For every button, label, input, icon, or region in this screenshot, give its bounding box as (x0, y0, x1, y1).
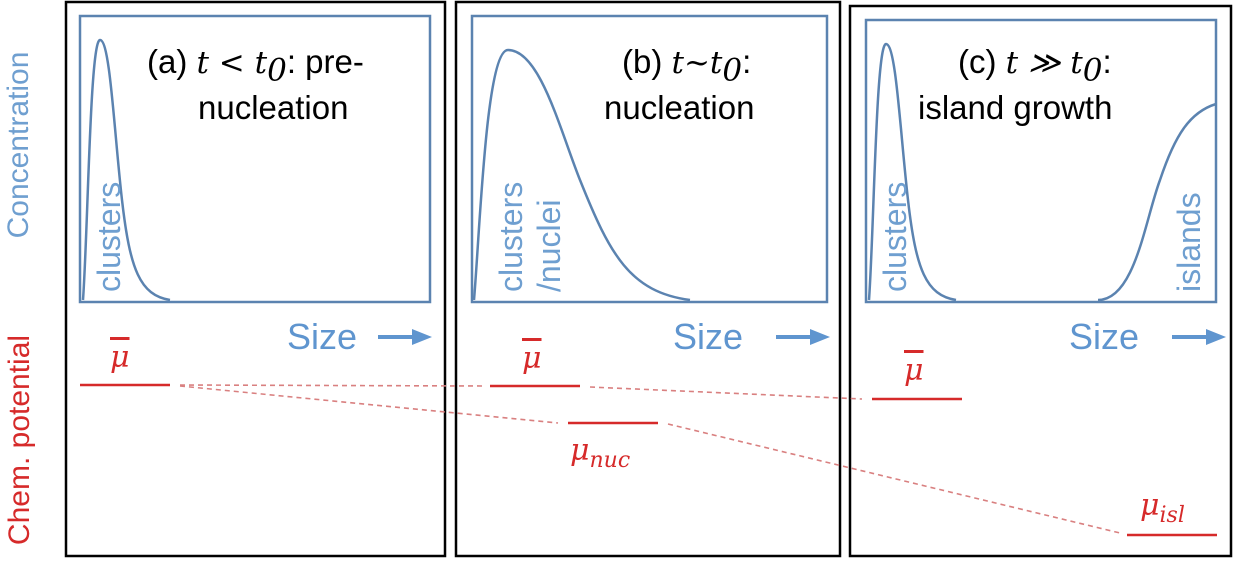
panel-a-title: (a) t < t0: pre- (147, 43, 364, 89)
panel-a-frame (64, 0, 447, 558)
panel-a-title-line2: nucleation (198, 89, 349, 126)
panel-c-frame (848, 4, 1233, 558)
panel-b-mu-nuc-label: μnuc (570, 433, 631, 473)
concentration-axis-label: Concentration (2, 51, 35, 239)
panel-a-plot-box (78, 14, 432, 304)
connector-a-to-b-mu-nuc (179, 385, 559, 424)
panel-b-clusters-curve (472, 48, 691, 302)
panel-c-islands-label: islands (1171, 192, 1207, 292)
connector-b-to-c-mu-isl (667, 423, 1121, 534)
panel-c-mu-isl-label: μisl (1140, 488, 1185, 528)
panel-b-mu-bar-label: μ (522, 341, 542, 376)
panel-c-size-arrow (1172, 329, 1226, 345)
panel-c-plot-box (864, 18, 1218, 304)
panel-c-mu-bar-label: μ (904, 353, 924, 388)
panel-a-size-arrow (378, 329, 432, 345)
panel-b-frame (454, 0, 842, 558)
panel-a-clusters-label: clusters (91, 181, 127, 292)
panel-c-size-label: Size (1069, 316, 1140, 357)
panel-c-clusters-curve (867, 42, 957, 302)
panel-a-size-label: Size (287, 316, 358, 357)
chem-potential-axis-label: Chem. potential (3, 334, 36, 546)
connector-a-to-b-mu-bar (179, 384, 483, 387)
panel-b-title: (b) t~t0: (622, 43, 752, 89)
figure-canvas (64, 0, 1233, 558)
panel-a-clusters-curve (81, 38, 171, 302)
panel-c-islands-curve (1097, 102, 1217, 302)
panel-b-clusters-label: clusters (493, 181, 529, 292)
panel-b-title-line2: nucleation (604, 89, 755, 126)
panel-a-mu-bar-label: μ (110, 340, 130, 375)
panel-b-size-arrow (776, 329, 830, 345)
panel-c-title: (c) t ≫ t0: (958, 43, 1112, 89)
panel-c-title-line2: island growth (918, 89, 1113, 126)
connector-b-to-c-mu-bar (589, 386, 863, 400)
panel-b-nuclei-label: /nuclei (531, 199, 567, 293)
panel-b-plot-box (470, 14, 829, 304)
panel-b-size-label: Size (673, 316, 744, 357)
panel-c-clusters-label: clusters (877, 181, 913, 292)
